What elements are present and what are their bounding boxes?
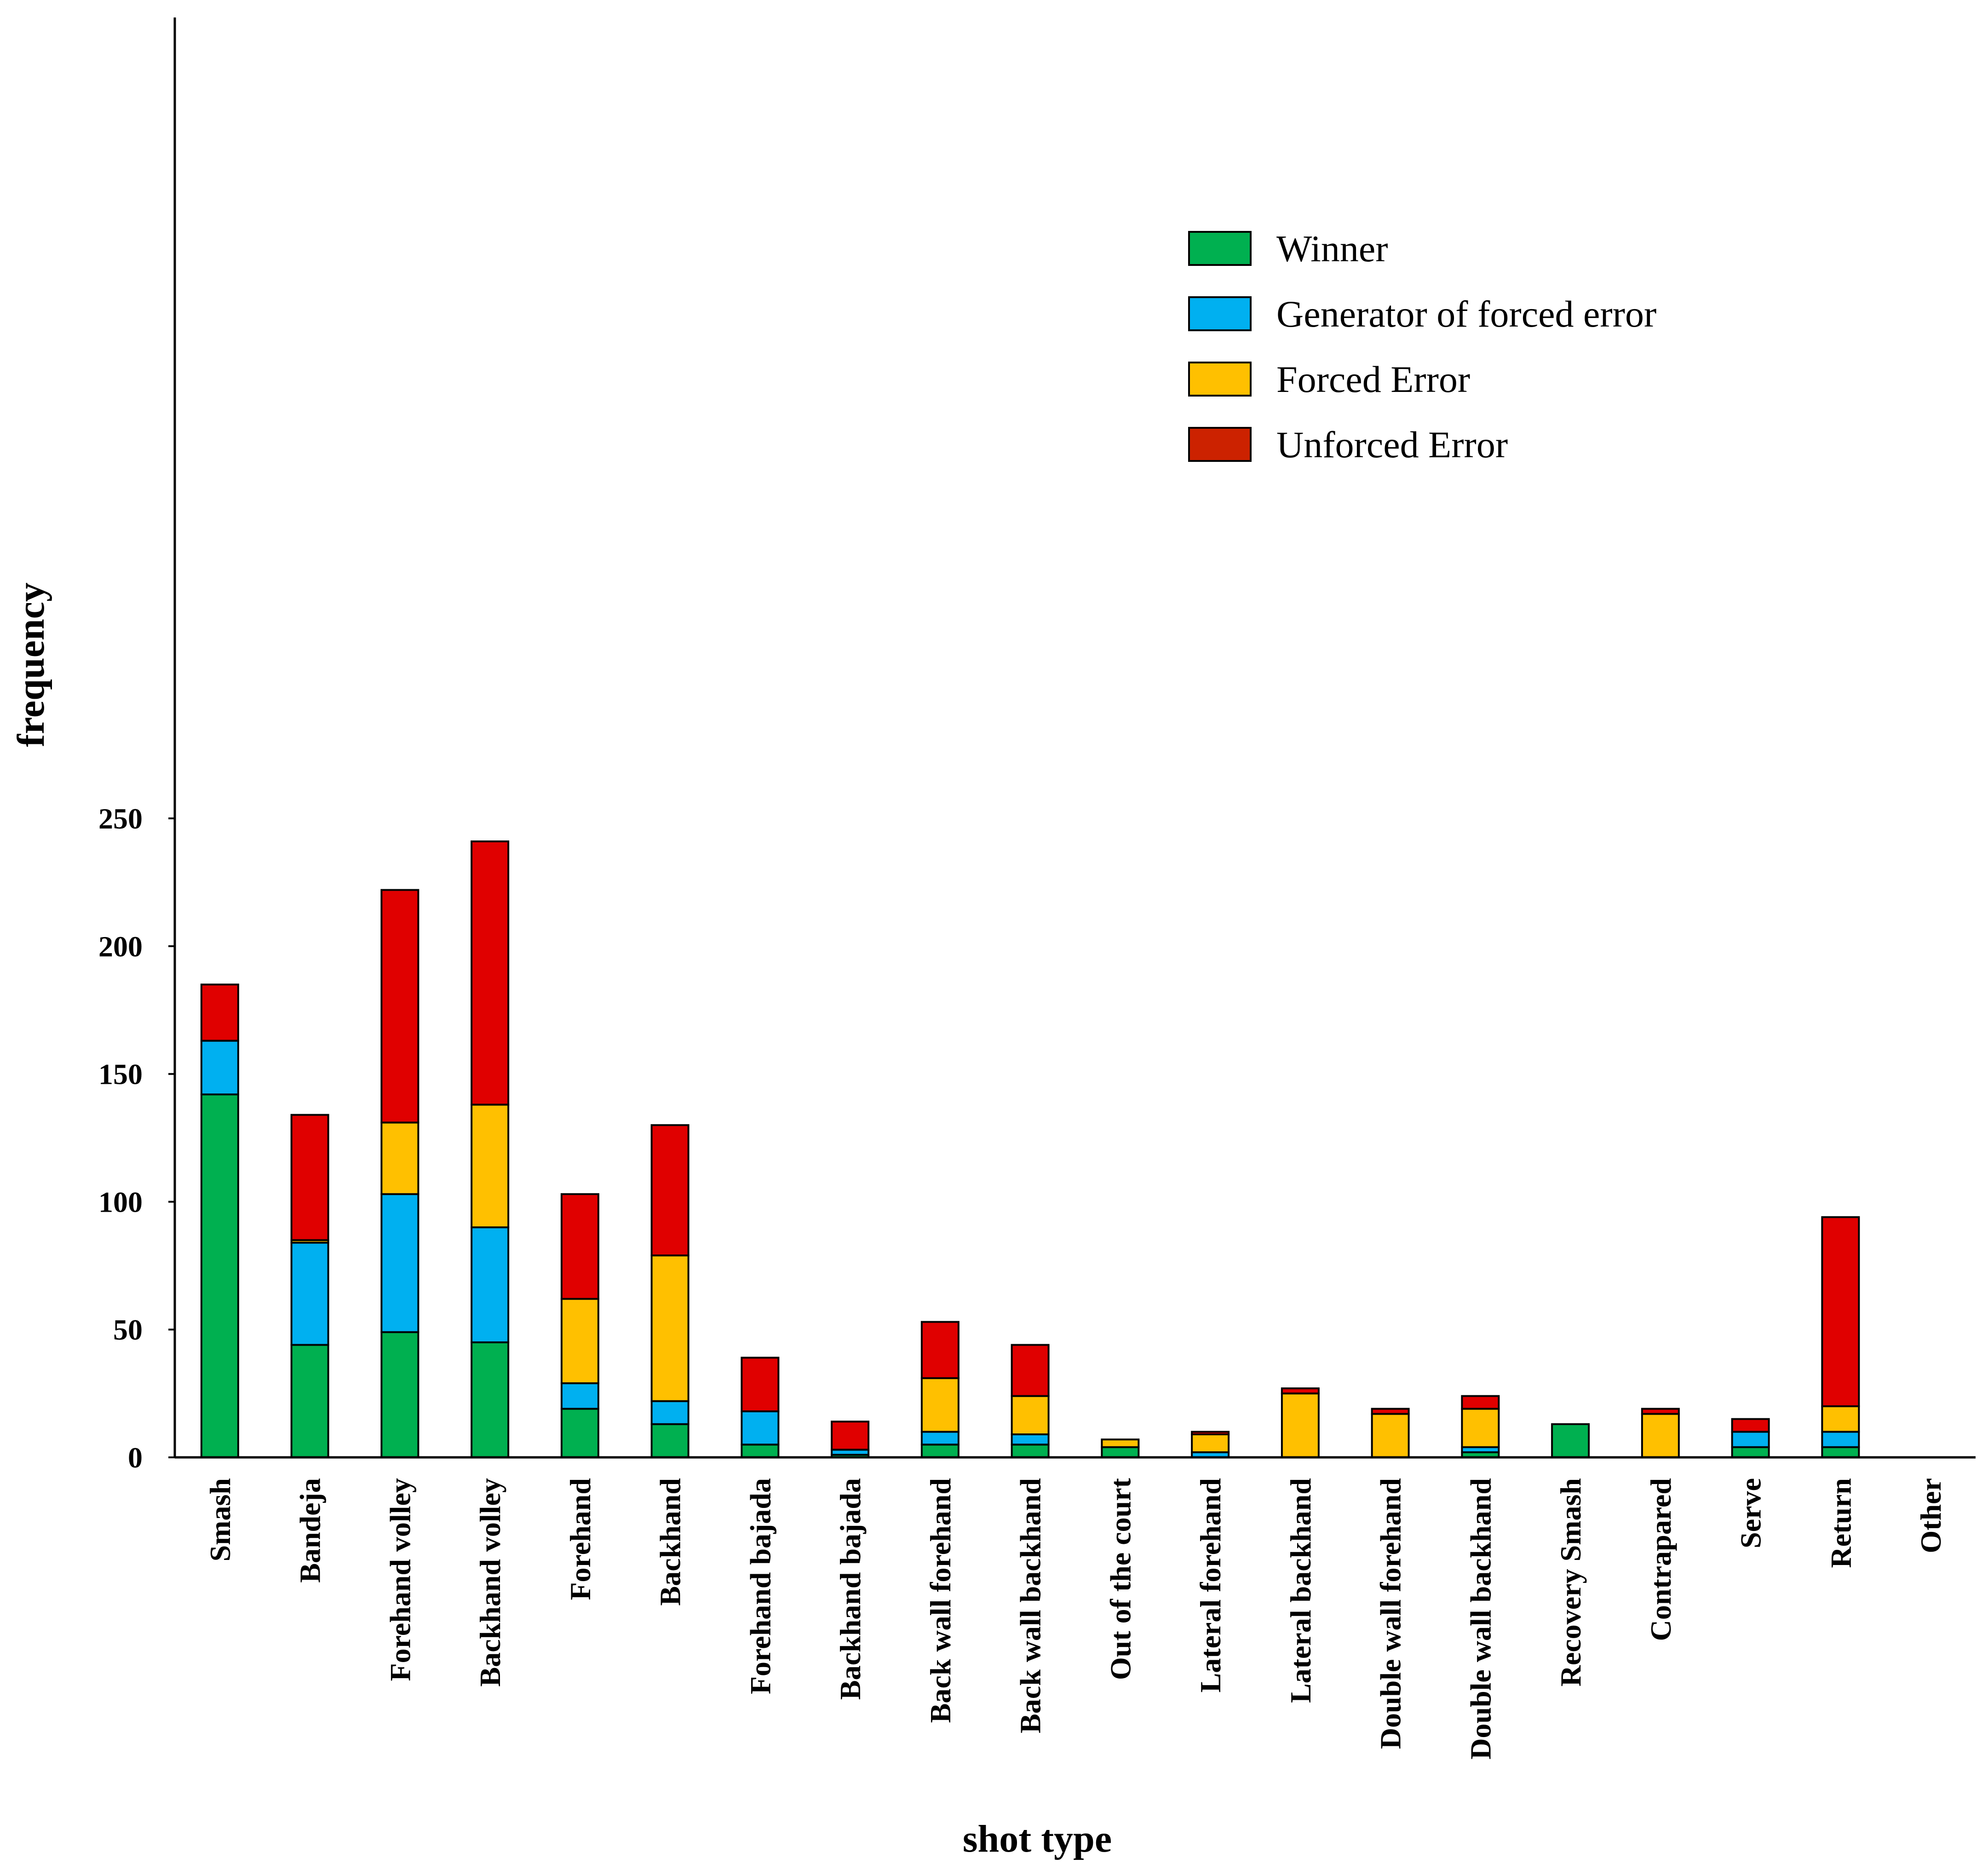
legend-swatch	[1188, 362, 1252, 397]
bar-segment	[1731, 1418, 1770, 1433]
bar-segment	[471, 1104, 510, 1228]
x-tick-label: Forehand volley	[384, 1478, 416, 1681]
bar-segment	[1821, 1446, 1860, 1458]
bar-segment	[1281, 1392, 1320, 1459]
bar-segment	[650, 1400, 689, 1425]
x-tick-label: Return	[1824, 1478, 1857, 1568]
bar-segment	[1371, 1408, 1410, 1415]
y-ticks-layer: 0 50 100 150 200 250	[98, 802, 175, 1474]
bar-segment	[1821, 1431, 1860, 1448]
x-tick-label: Lateral backhand	[1284, 1478, 1317, 1703]
bar-segment	[200, 1093, 239, 1459]
y-tick-label: 100	[98, 1185, 143, 1218]
x-tick-label: Backhand bajada	[834, 1478, 867, 1700]
bar-segment	[650, 1124, 689, 1257]
bar-segment	[200, 1040, 239, 1096]
bar-segment	[1371, 1413, 1410, 1459]
bar-segment	[1011, 1433, 1050, 1446]
y-tick-label: 200	[98, 930, 143, 963]
legend-swatch	[1188, 296, 1252, 331]
x-tick-label: Backhand volley	[474, 1478, 506, 1686]
bars-layer	[200, 840, 1860, 1459]
x-tick-label: Bandeja	[294, 1478, 327, 1583]
bar-segment	[1011, 1395, 1050, 1435]
bar-segment	[560, 1408, 599, 1459]
bar-segment	[380, 889, 419, 1124]
bar-segment	[1731, 1431, 1770, 1448]
bar-segment	[200, 984, 239, 1042]
bar-segment	[471, 840, 510, 1106]
x-tick-label: Out of the court	[1104, 1478, 1137, 1680]
legend-label: Winner	[1276, 228, 1388, 270]
legend-swatch	[1188, 231, 1252, 266]
legend-label: Generator of forced error	[1276, 293, 1656, 335]
bar-segment	[1011, 1444, 1050, 1458]
bar-segment	[380, 1331, 419, 1459]
bar-segment	[290, 1114, 329, 1241]
bar-segment	[741, 1444, 780, 1458]
bar-segment	[831, 1421, 870, 1451]
bar-segment	[471, 1341, 510, 1458]
x-tick-label: Back wall forehand	[924, 1478, 957, 1723]
bar-segment	[741, 1410, 780, 1446]
y-tick-label: 0	[128, 1441, 143, 1474]
bar-segment	[290, 1242, 329, 1346]
bar-segment	[380, 1193, 419, 1333]
bar-segment	[920, 1377, 960, 1433]
bar-segment	[1641, 1408, 1680, 1415]
bar-segment	[920, 1321, 960, 1379]
x-tick-label: Lateral forehand	[1194, 1478, 1227, 1692]
x-tick-label: Back wall backhand	[1014, 1478, 1047, 1733]
x-axis-title: shot type	[963, 1818, 1112, 1860]
legend-label: Forced Error	[1276, 358, 1470, 400]
y-axis-title: frequency	[10, 582, 52, 747]
x-tick-label: Forehand	[564, 1478, 597, 1600]
bar-segment	[1191, 1433, 1230, 1453]
bar-segment	[920, 1431, 960, 1446]
bar-segment	[1641, 1413, 1680, 1459]
bar-segment	[1821, 1405, 1860, 1433]
bar-segment	[1731, 1446, 1770, 1458]
bar-segment	[1821, 1216, 1860, 1407]
legend-swatch	[1188, 427, 1252, 462]
bar-segment	[1011, 1344, 1050, 1397]
bar-segment	[650, 1254, 689, 1402]
bar-segment	[1101, 1446, 1140, 1458]
x-tick-label: Double wall backhand	[1464, 1478, 1497, 1760]
x-tick-label: Double wall forehand	[1374, 1478, 1407, 1749]
x-tick-label: Serve	[1735, 1478, 1767, 1548]
y-tick-label: 50	[113, 1313, 143, 1346]
bar-segment	[1191, 1431, 1230, 1435]
bar-segment	[1101, 1438, 1140, 1448]
bar-segment	[650, 1423, 689, 1458]
x-ticks-layer: Smash Bandeja Forehand volley Backhand voll…	[204, 1478, 1947, 1759]
bar-segment	[1551, 1423, 1590, 1458]
bar-segment	[1461, 1408, 1500, 1448]
x-tick-label: Backhand	[654, 1478, 687, 1605]
bar-segment	[920, 1444, 960, 1458]
y-tick-label: 250	[98, 802, 143, 835]
bar-segment	[741, 1357, 780, 1412]
x-tick-label: Other	[1914, 1478, 1947, 1554]
y-tick-label: 150	[98, 1058, 143, 1091]
bar-segment	[560, 1298, 599, 1384]
bar-segment	[471, 1226, 510, 1343]
bar-segment	[1281, 1387, 1320, 1395]
x-tick-label: Smash	[204, 1478, 236, 1561]
x-tick-label: Forehand bajada	[744, 1478, 776, 1694]
legend: Winner Generator of forced error Forced Er…	[1188, 228, 1656, 466]
bar-segment	[560, 1193, 599, 1300]
bar-segment	[290, 1344, 329, 1458]
x-tick-label: Recovery Smash	[1554, 1478, 1587, 1686]
x-tick-label: Contrapared	[1644, 1478, 1677, 1641]
legend-label: Unforced Error	[1276, 424, 1508, 466]
bar-segment	[560, 1382, 599, 1410]
bar-segment	[1461, 1395, 1500, 1410]
bar-segment	[380, 1122, 419, 1195]
